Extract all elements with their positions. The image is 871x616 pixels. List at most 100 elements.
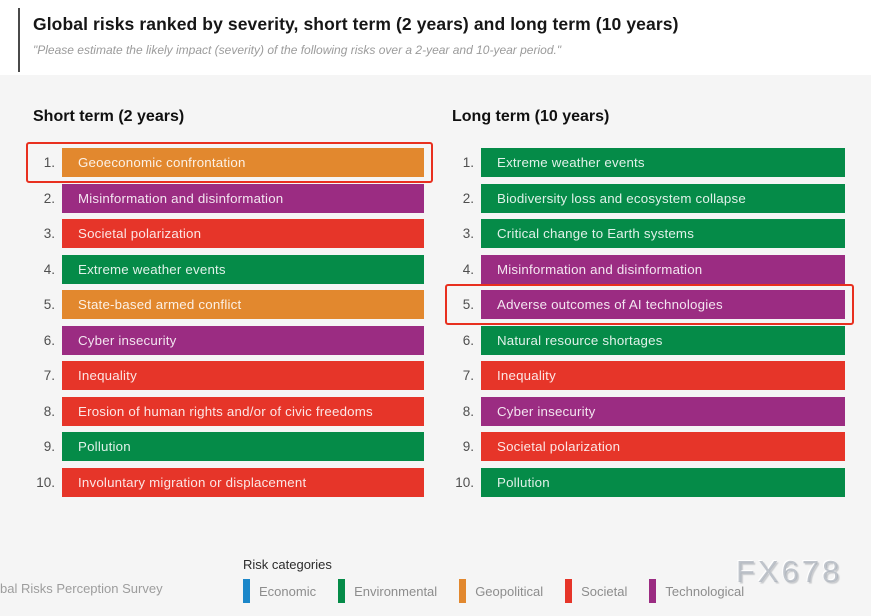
risk-rank: 5. bbox=[43, 297, 55, 312]
risk-row: 9. Pollution bbox=[33, 432, 424, 461]
risk-rank: 3. bbox=[462, 226, 474, 241]
risk-label: Biodiversity loss and ecosystem collapse bbox=[497, 190, 746, 206]
legend-item-geopolitical: Geopolitical bbox=[459, 579, 543, 603]
risk-rank: 9. bbox=[43, 439, 55, 454]
risk-bar: Cyber insecurity bbox=[62, 325, 424, 355]
legend-title: Risk categories bbox=[243, 557, 332, 572]
risk-label: Pollution bbox=[78, 439, 131, 454]
risk-row: 8. Cyber insecurity bbox=[452, 396, 845, 426]
risk-row: 2. Misinformation and disinformation bbox=[33, 183, 424, 213]
risk-rank: 10. bbox=[36, 474, 55, 490]
short-term-list: 1. Geoeconomic confrontation 2. Misinformat… bbox=[26, 142, 433, 497]
risk-rank: 9. bbox=[462, 439, 474, 454]
risk-row: 9. Societal polarization bbox=[452, 432, 845, 461]
risk-rank: 7. bbox=[43, 368, 55, 383]
risk-bar: Inequality bbox=[481, 361, 845, 390]
legend-item-technological: Technological bbox=[649, 579, 744, 603]
risk-bar: Natural resource shortages bbox=[481, 325, 845, 355]
short-term-column: Short term (2 years) 1. Geoeconomic confr… bbox=[26, 108, 433, 503]
risk-rank: 8. bbox=[462, 403, 474, 419]
short-term-column-title: Short term (2 years) bbox=[33, 108, 185, 125]
risk-row: 6. Natural resource shortages bbox=[452, 325, 845, 355]
risk-bar: State-based armed conflict bbox=[62, 290, 424, 319]
risk-label: Misinformation and disinformation bbox=[497, 261, 703, 277]
legend-label: Environmental bbox=[354, 583, 438, 599]
legend-label: Technological bbox=[665, 583, 745, 599]
risk-label: Natural resource shortages bbox=[497, 332, 663, 348]
risk-categories-legend: Risk categories Economic Environmental Geo… bbox=[243, 557, 744, 603]
long-term-list: 1. Extreme weather events 2. Biodiversity l… bbox=[445, 148, 854, 497]
risk-rank: 1. bbox=[43, 155, 55, 170]
risk-row: 4. Extreme weather events bbox=[33, 254, 424, 284]
risk-row: 6. Cyber insecurity bbox=[33, 325, 424, 355]
economic-swatch-icon bbox=[243, 579, 250, 603]
risk-row: 5. State-based armed conflict bbox=[33, 290, 424, 319]
legend-item-economic: Economic bbox=[243, 579, 316, 603]
risk-label: Adverse outcomes of AI technologies bbox=[497, 297, 723, 312]
risk-bar: Societal polarization bbox=[481, 432, 845, 461]
risk-bar: Biodiversity loss and ecosystem collapse bbox=[481, 183, 845, 213]
societal-swatch-icon bbox=[565, 579, 573, 603]
risk-label: State-based armed conflict bbox=[78, 297, 242, 312]
risk-rank: 10. bbox=[455, 474, 474, 490]
risk-row: 10. Involuntary migration or displacement bbox=[33, 467, 424, 497]
risk-row-highlighted: 5. Adverse outcomes of AI technologies bbox=[445, 284, 854, 325]
risk-label: Critical change to Earth systems bbox=[497, 226, 695, 241]
legend-item-societal: Societal bbox=[565, 579, 627, 603]
chart-panel: Short term (2 years) 1. Geoeconomic confr… bbox=[0, 75, 871, 616]
risk-label: Misinformation and disinformation bbox=[78, 190, 284, 206]
risk-label: Extreme weather events bbox=[78, 261, 226, 277]
risk-row: 4. Misinformation and disinformation bbox=[452, 254, 845, 284]
risk-label: Extreme weather events bbox=[497, 155, 645, 170]
risk-rank: 6. bbox=[462, 332, 474, 348]
risk-label: Erosion of human rights and/or of civic … bbox=[78, 403, 373, 419]
title-accent-line bbox=[18, 8, 20, 72]
risk-row: 10. Pollution bbox=[452, 467, 845, 497]
risk-label: Geoeconomic confrontation bbox=[78, 155, 246, 170]
risk-bar: Inequality bbox=[62, 361, 424, 390]
long-term-column: Long term (10 years) 1. Extreme weather e… bbox=[445, 108, 854, 503]
risk-bar: Societal polarization bbox=[62, 219, 424, 248]
risk-rank: 4. bbox=[462, 261, 474, 277]
legend-row: Economic Environmental Geopolitical Societa… bbox=[243, 579, 744, 603]
risk-label: Societal polarization bbox=[78, 226, 202, 241]
figure-title: Global risks ranked by severity, short t… bbox=[33, 14, 679, 34]
risk-label: Societal polarization bbox=[497, 439, 621, 454]
risk-bar: Pollution bbox=[62, 432, 424, 461]
legend-item-environmental: Environmental bbox=[338, 579, 437, 603]
legend-label: Economic bbox=[259, 583, 317, 599]
risk-rank: 4. bbox=[43, 261, 55, 277]
risk-label: Inequality bbox=[497, 368, 556, 383]
legend-label: Societal bbox=[581, 583, 628, 599]
risk-label: Cyber insecurity bbox=[78, 332, 177, 348]
risk-bar: Critical change to Earth systems bbox=[481, 219, 845, 248]
risk-bar: Extreme weather events bbox=[481, 148, 845, 177]
source-text: bal Risks Perception Survey bbox=[0, 581, 163, 596]
legend-label: Geopolitical bbox=[475, 583, 544, 599]
environmental-swatch-icon bbox=[338, 579, 346, 603]
risk-rank: 1. bbox=[462, 155, 474, 170]
risk-rank: 2. bbox=[43, 190, 55, 206]
risk-bar: Extreme weather events bbox=[62, 254, 424, 284]
risk-row: 2. Biodiversity loss and ecosystem collap… bbox=[452, 183, 845, 213]
risk-rank: 3. bbox=[43, 226, 55, 241]
risk-rank: 5. bbox=[462, 297, 474, 312]
risk-bar: Erosion of human rights and/or of civic … bbox=[62, 396, 424, 426]
long-term-column-title: Long term (10 years) bbox=[452, 108, 610, 125]
risk-rank: 6. bbox=[43, 332, 55, 348]
figure-header: Global risks ranked by severity, short t… bbox=[0, 0, 871, 75]
risk-label: Inequality bbox=[78, 368, 137, 383]
risk-bar: Cyber insecurity bbox=[481, 396, 845, 426]
risk-row: 3. Societal polarization bbox=[33, 219, 424, 248]
risk-row: 8. Erosion of human rights and/or of civi… bbox=[33, 396, 424, 426]
figure-subtitle: "Please estimate the likely impact (seve… bbox=[33, 43, 562, 57]
risk-row: 7. Inequality bbox=[33, 361, 424, 390]
geopolitical-swatch-icon bbox=[459, 579, 467, 603]
watermark: FX678 bbox=[736, 554, 843, 589]
risk-label: Cyber insecurity bbox=[497, 403, 596, 419]
risk-rank: 8. bbox=[43, 403, 55, 419]
risk-row-highlighted: 1. Geoeconomic confrontation bbox=[26, 142, 433, 183]
risk-bar: Involuntary migration or displacement bbox=[62, 467, 424, 497]
risk-rank: 2. bbox=[462, 190, 474, 206]
risk-bar: Pollution bbox=[481, 467, 845, 497]
